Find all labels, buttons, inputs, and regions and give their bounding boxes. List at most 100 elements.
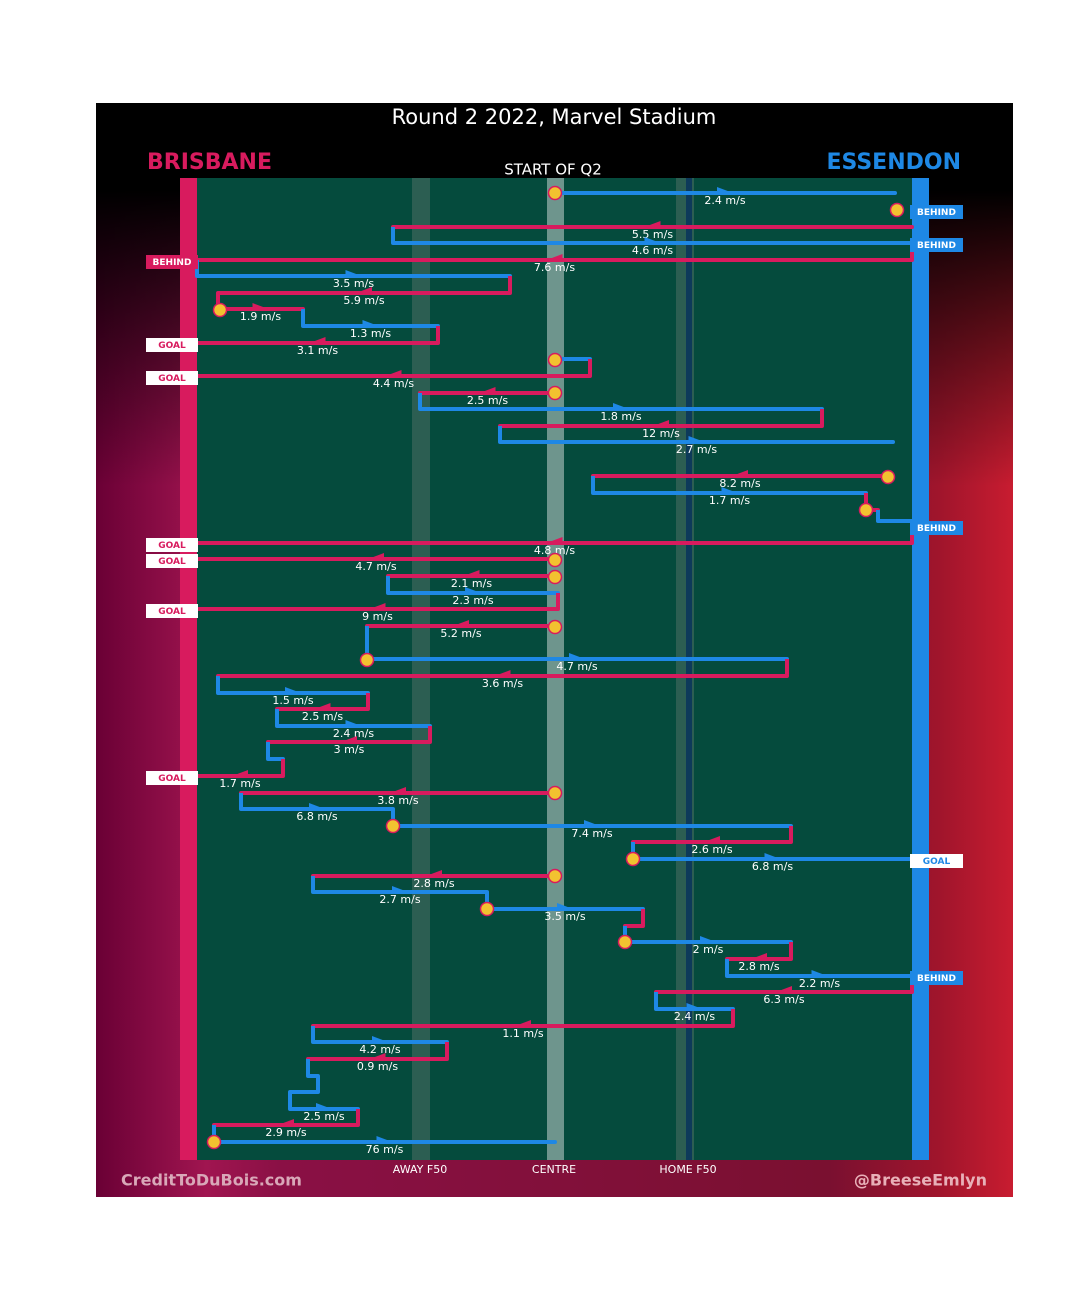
speed-label: 4.2 m/s — [359, 1043, 400, 1056]
outcome-label: GOAL — [158, 541, 186, 551]
start-label: START OF Q2 — [504, 161, 602, 179]
outcome-label: GOAL — [158, 557, 186, 567]
outcome-tag — [910, 205, 963, 219]
ball — [385, 818, 401, 834]
arrow — [557, 903, 573, 911]
speed-label: 0.9 m/s — [357, 1060, 398, 1073]
arrow — [494, 670, 511, 678]
arrow — [644, 221, 661, 229]
ball — [547, 785, 563, 801]
speed-label: 7.4 m/s — [571, 827, 612, 840]
arrow — [569, 653, 585, 661]
arrow — [392, 886, 408, 894]
credit: CreditToDuBois.com — [121, 1171, 302, 1190]
outcome-label: GOAL — [158, 341, 186, 351]
speed-label: 2 m/s — [693, 943, 724, 956]
home-f50-edge — [686, 178, 692, 1160]
away-team: ESSENDON — [826, 150, 961, 175]
arrow — [314, 703, 331, 711]
title: Round 2 2022, Marvel Stadium — [392, 105, 717, 129]
outcome-tag — [146, 604, 198, 618]
speed-label: 4.8 m/s — [534, 544, 575, 557]
brisbane-post — [180, 178, 197, 1160]
ball — [359, 652, 375, 668]
speed-label: 2.9 m/s — [265, 1126, 306, 1139]
arrow — [546, 254, 563, 262]
outcome-label: GOAL — [158, 607, 186, 617]
ball — [858, 502, 874, 518]
arrow — [732, 470, 748, 478]
arrow — [721, 487, 738, 495]
arrow — [479, 387, 496, 395]
speed-label: 3 m/s — [334, 743, 365, 756]
speed-label: 4.7 m/s — [355, 560, 396, 573]
speed-label: 6.8 m/s — [296, 810, 337, 823]
ball — [547, 569, 563, 585]
arrow — [700, 936, 716, 944]
arrow — [686, 1003, 703, 1011]
outcome-tag — [910, 971, 963, 985]
outcome-tag — [146, 554, 198, 568]
chains: 2.4 m/s 5.5 m/s 4.6 m/s 7.6 m/s 3.5 m/s 5.9 m… — [146, 185, 963, 1156]
speed-label: 1.7 m/s — [219, 777, 260, 790]
arrow — [546, 537, 563, 545]
arrow — [704, 836, 720, 844]
speed-label: 1.1 m/s — [502, 1027, 543, 1040]
speed-label: 5.2 m/s — [440, 627, 481, 640]
field-label: HOME F50 — [659, 1163, 716, 1176]
speed-label: 2.4 m/s — [674, 1010, 715, 1023]
speed-label: 2.4 m/s — [333, 727, 374, 740]
outcome-tag — [146, 338, 198, 352]
outcome-label: GOAL — [158, 774, 186, 784]
ball — [212, 302, 228, 318]
arrow — [232, 770, 248, 778]
speed-label: 2.4 m/s — [704, 194, 745, 207]
arrow — [463, 570, 480, 578]
arrow — [309, 337, 326, 345]
arrow — [613, 403, 629, 411]
ball — [880, 469, 896, 485]
arrow — [426, 870, 442, 878]
speed-label: 2.3 m/s — [452, 594, 493, 607]
arrow — [811, 970, 828, 978]
outcome-tag — [146, 255, 198, 269]
ball — [547, 352, 563, 368]
speed-label: 2.5 m/s — [303, 1110, 344, 1123]
speed-label: 12 m/s — [642, 427, 680, 440]
speed-label: 2.7 m/s — [676, 443, 717, 456]
essendon-post — [912, 178, 929, 1160]
arrow — [751, 953, 767, 961]
arrow — [341, 736, 357, 744]
speed-label: 4.7 m/s — [556, 660, 597, 673]
speed-label: 7.6 m/s — [534, 261, 575, 274]
speed-label: 2.8 m/s — [413, 877, 454, 890]
arrow — [368, 553, 384, 561]
speed-label: 1.8 m/s — [600, 410, 641, 423]
outcome-tag — [146, 771, 198, 785]
outcome-tag — [910, 521, 963, 535]
speed-label: 1.3 m/s — [350, 327, 391, 340]
speed-label: 1.5 m/s — [272, 694, 313, 707]
speed-label: 3.8 m/s — [377, 794, 418, 807]
away-f50-line — [412, 178, 430, 1160]
arrow — [362, 320, 379, 328]
arrow — [764, 853, 781, 861]
field-label: CENTRE — [532, 1163, 576, 1176]
speed-label: 3.1 m/s — [297, 344, 338, 357]
arrow — [345, 720, 362, 728]
ball — [547, 868, 563, 884]
outcome-tag — [146, 538, 198, 552]
speed-label: 4.4 m/s — [373, 377, 414, 390]
home-team: BRISBANE — [147, 150, 272, 175]
arrow — [385, 370, 402, 378]
outcome-tag — [146, 371, 198, 385]
outcome-label: GOAL — [923, 857, 951, 867]
ball — [547, 385, 563, 401]
ball — [547, 552, 563, 568]
speed-label: 3.5 m/s — [544, 910, 585, 923]
speed-label: 6.8 m/s — [752, 860, 793, 873]
arrow — [515, 1020, 531, 1028]
ball — [206, 1134, 222, 1150]
